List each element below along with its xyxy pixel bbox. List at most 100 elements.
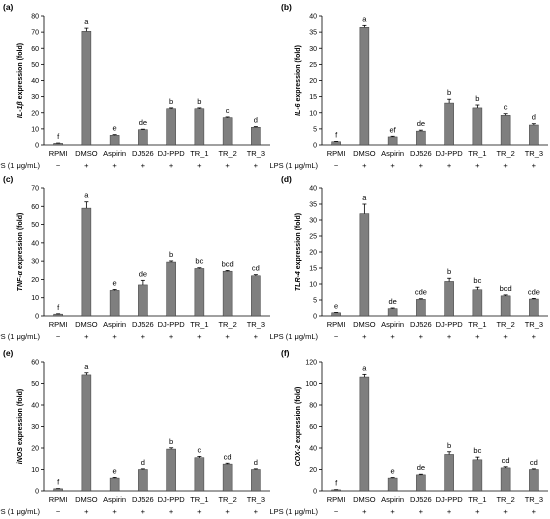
y-tick-label: 35 xyxy=(309,30,317,37)
x-tick-label: Aspirin xyxy=(103,495,126,504)
x-tick-label: TR_3 xyxy=(247,320,265,329)
y-axis-label: iNOS expression (fold) xyxy=(17,389,24,464)
y-tick-label: 20 xyxy=(309,467,317,474)
significance-letter: b xyxy=(447,88,451,97)
chart-panel-b: (b) 0 5 10 15 20 25 30 35 40 IL-6 expression (fold… xyxy=(269,2,548,170)
y-tick-label: 40 xyxy=(31,240,39,247)
bar-tr_1 xyxy=(194,457,205,492)
y-axis-label-rest: expression (fold) xyxy=(17,213,24,271)
condition-label: LPS (1 μg/mL) xyxy=(269,332,318,341)
significance-letter: f xyxy=(335,130,338,139)
lps-sign: + xyxy=(112,161,117,170)
panel-label: (b) xyxy=(281,2,292,12)
x-tick-label: TR_2 xyxy=(218,495,236,504)
x-tick-label: DJ526 xyxy=(132,320,154,329)
bar-dj526 xyxy=(138,129,148,146)
lps-sign: + xyxy=(141,507,146,516)
y-tick-label: 80 xyxy=(31,14,39,21)
y-tick-label: 60 xyxy=(309,424,317,431)
y-tick-label: 5 xyxy=(313,298,317,305)
lps-sign: + xyxy=(475,507,480,516)
panel-label: (e) xyxy=(3,348,14,358)
bar-rpmi xyxy=(331,312,341,317)
y-axis-label: TLR-4 expression (fold) xyxy=(295,213,302,291)
y-tick-label: 10 xyxy=(31,295,39,302)
x-tick-label: DJ-PPD xyxy=(436,320,464,329)
y-axis-label-gene: TLR-4 xyxy=(295,271,302,291)
significance-letter: bc xyxy=(195,257,203,266)
lps-sign: + xyxy=(390,161,395,170)
x-tick-label: RPMI xyxy=(49,149,68,158)
significance-letter: bc xyxy=(473,276,481,285)
y-axis-label-rest: expression (fold) xyxy=(17,389,24,447)
bar-aspirin xyxy=(109,135,120,146)
y-axis-label-rest: expression (fold) xyxy=(17,43,24,101)
y-axis-label-gene: IL-6 xyxy=(295,103,302,116)
bar-dj526 xyxy=(416,130,426,146)
lps-sign: + xyxy=(225,161,230,170)
x-tick-label: Aspirin xyxy=(381,320,404,329)
y-tick-label: 10 xyxy=(309,282,317,289)
y-axis-label: IL-1β expression (fold) xyxy=(17,43,24,118)
bar-dmso xyxy=(359,376,370,492)
y-tick-label: 0 xyxy=(313,314,317,321)
y-tick-label: 25 xyxy=(309,234,317,241)
significance-letter: f xyxy=(335,479,338,488)
significance-letter: a xyxy=(84,17,89,26)
bar-aspirin xyxy=(387,136,398,146)
y-tick-label: 35 xyxy=(309,202,317,209)
x-tick-label: TR_1 xyxy=(190,320,208,329)
y-tick-label: 10 xyxy=(31,467,39,474)
significance-letter: e xyxy=(113,466,117,475)
y-axis-label-rest: expression (fold) xyxy=(295,213,302,271)
panel-label: (f) xyxy=(281,348,290,358)
y-tick-label: 30 xyxy=(309,46,317,53)
significance-letter: c xyxy=(198,445,202,454)
lps-sign: + xyxy=(390,332,395,341)
lps-sign: + xyxy=(475,332,480,341)
y-tick-label: 0 xyxy=(35,314,39,321)
y-tick-label: 5 xyxy=(313,126,317,133)
bar-dj-ppd xyxy=(166,448,176,492)
bar-dj-ppd xyxy=(444,102,454,146)
significance-letter: b xyxy=(475,94,479,103)
lps-sign: + xyxy=(447,332,452,341)
lps-sign: + xyxy=(84,161,89,170)
x-tick-label: DJ-PPD xyxy=(158,320,186,329)
x-tick-label: DMSO xyxy=(353,495,376,504)
lps-sign: + xyxy=(169,507,174,516)
x-tick-label: TR_1 xyxy=(190,149,208,158)
significance-letter: b xyxy=(169,250,173,259)
significance-letter: bc xyxy=(473,446,481,455)
lps-sign: + xyxy=(447,507,452,516)
y-tick-label: 50 xyxy=(31,62,39,69)
bar-dmso xyxy=(81,31,92,146)
x-tick-label: DJ526 xyxy=(410,495,432,504)
x-tick-label: RPMI xyxy=(327,495,346,504)
lps-sign: + xyxy=(419,507,424,516)
significance-letter: de xyxy=(139,269,147,278)
panel-label: (a) xyxy=(3,2,14,12)
chart-panel-c: (c) 0 10 20 30 40 50 60 70 TNF-α expression (fold… xyxy=(0,174,270,341)
lps-sign: + xyxy=(362,161,367,170)
significance-letter: cd xyxy=(224,452,232,461)
x-tick-label: TR_1 xyxy=(468,149,486,158)
lps-sign: + xyxy=(362,332,367,341)
bar-tr_1 xyxy=(194,268,205,317)
significance-letter: de xyxy=(417,119,425,128)
y-tick-label: 0 xyxy=(313,489,317,496)
y-tick-label: 20 xyxy=(309,78,317,85)
y-tick-label: 30 xyxy=(31,259,39,266)
lps-sign: + xyxy=(197,332,202,341)
significance-letter: b xyxy=(447,441,451,450)
lps-sign: + xyxy=(362,507,367,516)
y-tick-label: 40 xyxy=(309,14,317,21)
x-tick-label: TR_3 xyxy=(247,149,265,158)
lps-sign: + xyxy=(197,161,202,170)
significance-letter: a xyxy=(84,191,89,200)
y-tick-label: 10 xyxy=(31,126,39,133)
y-tick-label: 40 xyxy=(309,186,317,193)
lps-sign: + xyxy=(141,332,146,341)
chart-panel-a: (a) 0 10 20 30 40 50 60 70 80 IL-1β expression (fo… xyxy=(0,2,270,170)
